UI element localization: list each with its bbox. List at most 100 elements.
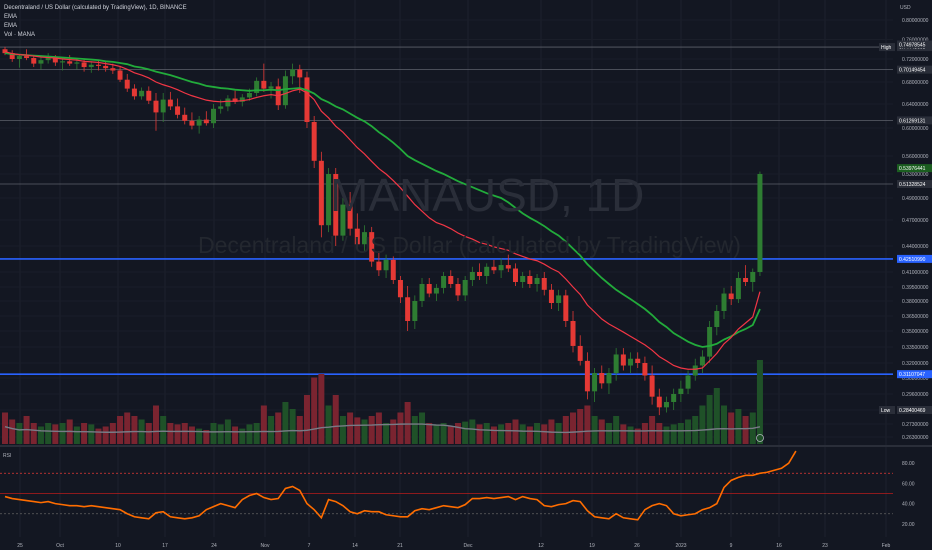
candle-body (620, 354, 626, 366)
candle-body (254, 80, 260, 93)
candle (728, 286, 734, 305)
time-tick-label: Oct (56, 543, 64, 549)
candle (484, 263, 490, 284)
candle-body (167, 99, 173, 107)
legend-ema-2[interactable]: EMA (4, 23, 18, 29)
volume-bar (9, 419, 16, 444)
volume-bar (411, 416, 418, 444)
rsi-pane: RSI 80.00 60.00 40.00 20.00 (0, 450, 915, 528)
volume-bar (433, 424, 440, 444)
candle (599, 365, 605, 389)
candle-body (685, 375, 691, 389)
price-tag (897, 164, 932, 173)
volume-bar (454, 423, 461, 444)
volume-bar (368, 416, 375, 444)
candle (512, 263, 518, 286)
candle-body (462, 280, 468, 296)
volume-bar (52, 424, 59, 444)
candle-body (347, 204, 353, 229)
volume-bar (30, 423, 37, 444)
time-tick-label: 10 (115, 543, 121, 549)
price-tag-label-bg (879, 43, 895, 52)
volume-bar (268, 416, 275, 444)
price-tick-label: 0.53000000 (902, 172, 929, 178)
volume-bar (145, 423, 152, 444)
candle-body (333, 174, 339, 236)
candle (663, 396, 669, 413)
candle-body (146, 90, 152, 101)
candle-body (203, 119, 209, 124)
candle-body (692, 365, 698, 376)
candle (254, 77, 260, 97)
candle-body (31, 58, 37, 64)
candle (548, 284, 554, 309)
volume-bar (45, 423, 52, 444)
candle (505, 254, 511, 272)
volume-bar (526, 426, 533, 444)
volume-bar (519, 424, 526, 444)
candle (426, 278, 432, 298)
candle-body (469, 272, 475, 280)
volume-bar (217, 424, 224, 444)
candle-body (139, 90, 145, 97)
candle-body (67, 61, 73, 64)
candle-body (628, 358, 634, 366)
volume-bar (95, 428, 102, 444)
legend-ema-1[interactable]: EMA (4, 14, 18, 20)
price-tag-value: 0.74978545 (899, 42, 926, 48)
volume-bar (555, 423, 562, 444)
volume-bar (634, 428, 641, 444)
candle-body (584, 360, 590, 392)
price-tag (897, 65, 932, 74)
candle-body (757, 174, 763, 272)
candle (383, 254, 389, 278)
candle (124, 73, 130, 92)
candle (182, 107, 188, 125)
candle (656, 388, 662, 416)
volume-bar (685, 419, 692, 444)
volume-bar (512, 419, 519, 444)
candle-body (671, 394, 677, 402)
price-tag (897, 40, 932, 49)
candle (448, 270, 454, 288)
volume-bar (2, 412, 8, 444)
candle-body (45, 58, 51, 61)
volume-bar (641, 423, 648, 444)
candle (326, 168, 332, 233)
legend-volume[interactable]: Vol · MANA (4, 32, 36, 38)
candle-body (318, 160, 324, 226)
candle-body (448, 276, 454, 284)
candle (714, 305, 720, 336)
candle (354, 213, 360, 250)
candle-body (735, 278, 741, 300)
time-tick-label: 17 (162, 543, 168, 549)
candle-body (9, 53, 15, 59)
candle-body (81, 62, 87, 68)
candle-body (182, 114, 188, 121)
volume-bar (390, 419, 397, 444)
candle (311, 116, 317, 168)
candle (757, 171, 763, 276)
price-tick-label: 0.32000000 (902, 361, 929, 367)
candle-body (520, 276, 526, 282)
watermark-description: Decentraland / US Dollar (calculated by … (198, 232, 741, 258)
volume-bar (318, 374, 325, 444)
candle-body (239, 97, 245, 102)
volume-bar (591, 416, 598, 444)
candle-body (405, 297, 411, 321)
price-axis: USD0.800000000.760000000.720000000.68000… (879, 0, 932, 550)
time-tick-label: Dec (464, 543, 473, 549)
candle (318, 151, 324, 238)
volume-bar (289, 409, 296, 444)
candle (167, 91, 173, 110)
rsi-tick-label: 80.00 (902, 461, 915, 467)
volume-bar (73, 426, 80, 444)
flash-icon (756, 434, 764, 442)
volume-bar (102, 426, 109, 444)
time-tick-label: 7 (308, 543, 311, 549)
volume-bar (505, 423, 512, 444)
price-tag-label: High (881, 45, 892, 51)
volume-bar (282, 402, 289, 444)
candle-body (74, 62, 80, 64)
